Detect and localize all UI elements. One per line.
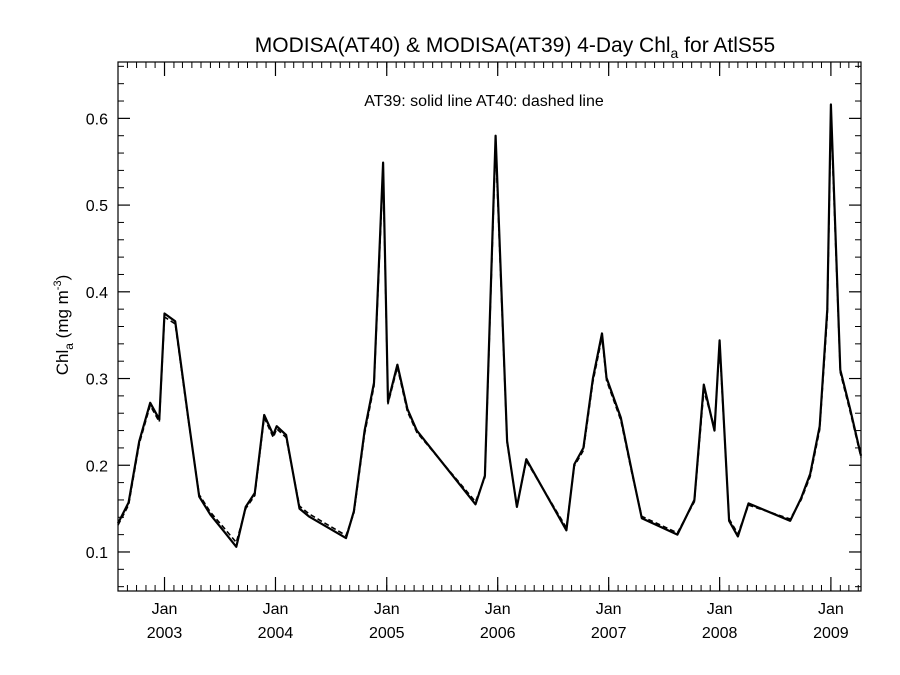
chart-title-main: MODISA(AT40) & MODISA(AT39) 4-Day Chl [255, 34, 671, 57]
chart-title-subscript: a [671, 45, 679, 61]
y-axis-label: Chla (mg m-3) [52, 275, 76, 376]
y-tick-label: 0.1 [86, 545, 108, 562]
x-tick-label-year: 2006 [480, 625, 516, 642]
y-axis-label-subscript: a [62, 343, 76, 350]
series-annotation: AT39: solid line AT40: dashed line [364, 93, 604, 110]
x-minor-ticks [117, 62, 859, 591]
x-tick-label-month: Jan [818, 601, 844, 618]
y-tick-label: 0.6 [86, 111, 108, 128]
series-layer [117, 103, 863, 548]
x-tick-label-year: 2004 [258, 625, 294, 642]
x-axis-ticks: Jan 2003 Jan 2004 Jan 2005 Jan 2006 Jan 2007 Jan 20… [147, 62, 849, 642]
x-tick-label-month: Jan [596, 601, 622, 618]
y-axis-label-superscript: -3 [52, 280, 64, 290]
y-axis-label-main: Chl [53, 350, 72, 376]
series-line-at39 [117, 103, 863, 548]
y-tick-label: 0.2 [86, 458, 108, 475]
svg-text:Chla (mg m-3): Chla (mg m-3) [52, 275, 76, 376]
x-tick-label-year: 2009 [813, 625, 849, 642]
x-tick-label-year: 2008 [702, 625, 738, 642]
x-tick-label-month: Jan [374, 601, 400, 618]
y-axis-label-units: (mg m [53, 290, 72, 343]
y-axis-ticks: 0.1 0.2 0.3 0.4 0.5 0.6 [86, 65, 861, 588]
y-tick-label: 0.5 [86, 198, 108, 215]
x-tick-label-year: 2005 [369, 625, 405, 642]
y-tick-label: 0.3 [86, 372, 108, 389]
y-axis-label-close: ) [53, 275, 72, 281]
x-tick-label-month: Jan [152, 601, 178, 618]
chart-title: MODISA(AT40) & MODISA(AT39) 4-Day Chla f… [255, 34, 775, 61]
x-tick-label-month: Jan [485, 601, 511, 618]
x-tick-label-month: Jan [263, 601, 289, 618]
x-tick-label-month: Jan [707, 601, 733, 618]
chart-title-tail: for AtlS55 [678, 34, 775, 57]
x-tick-label-year: 2007 [591, 625, 627, 642]
x-tick-label-year: 2003 [147, 625, 183, 642]
y-tick-label: 0.4 [86, 285, 108, 302]
